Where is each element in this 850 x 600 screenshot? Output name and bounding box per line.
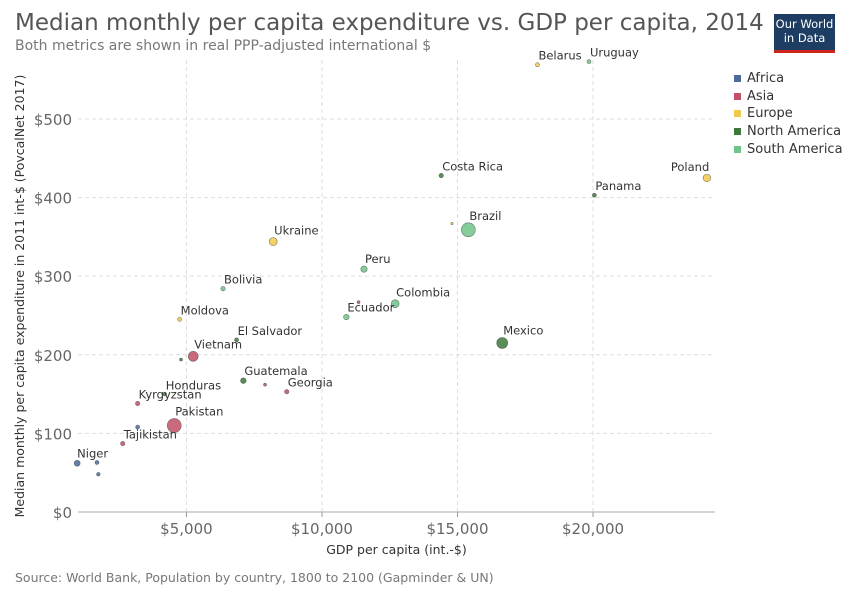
data-point [702,173,711,183]
data-point [268,237,278,246]
point-label: Belarus [538,49,581,63]
point-label: Kyrgyzstan [139,387,202,401]
x-tick-label: $10,000 [291,520,353,538]
legend-item[interactable]: Asia [734,88,843,106]
point-label: Tajikistan [123,427,177,441]
logo-line-1: Our World [775,17,834,31]
point-label: Ecuador [347,300,394,314]
point-label: Uruguay [590,46,639,60]
x-tick-label: $5,000 [160,520,213,538]
data-point [450,222,454,226]
y-tick-label: $0 [53,504,72,522]
point-label: Panama [595,179,641,193]
y-tick-label: $100 [34,425,72,443]
x-tick-label: $20,000 [562,520,624,538]
data-point [220,286,226,292]
data-point [234,337,239,343]
data-point [166,418,182,433]
point-label: Peru [365,252,391,266]
legend-item[interactable]: Africa [734,70,843,88]
data-point [461,222,476,238]
data-point [592,192,597,198]
x-tick-label: $15,000 [426,520,488,538]
data-point [94,460,100,465]
legend-swatch [734,92,741,100]
data-point [284,389,290,395]
y-axis-title: Median monthly per capita expenditure in… [12,75,27,518]
point-label: Pakistan [175,405,223,419]
y-tick-label: $400 [34,190,72,208]
logo-line-2: in Data [783,31,826,45]
owid-logo[interactable]: Our World in Data [774,14,835,53]
point-label: Vietnam [194,337,242,351]
data-point [135,401,141,407]
legend-label: Asia [747,88,775,104]
point-label: Costa Rica [442,159,503,173]
point-label: Mexico [503,323,543,337]
point-label: Ukraine [274,224,318,238]
y-tick-label: $200 [34,347,72,365]
chart-title: Median monthly per capita expenditure vs… [15,10,764,36]
point-label: Colombia [396,286,450,300]
legend-item[interactable]: Europe [734,105,843,123]
data-point [535,62,540,68]
data-point [356,300,361,304]
data-point [179,357,183,362]
data-point [360,265,368,273]
point-label: Niger [77,446,108,460]
data-point [496,337,509,349]
data-point [96,472,101,477]
legend-item[interactable]: North America [734,123,843,141]
legend-label: South America [747,141,843,157]
x-axis-title: GDP per capita (int.-$) [326,542,467,557]
data-point [135,424,140,430]
source-note: Source: World Bank, Population by countr… [15,570,494,585]
legend-swatch [734,128,741,136]
legend-label: Europe [747,106,793,122]
data-point [73,459,81,467]
point-label: Poland [671,160,709,174]
point-label: Bolivia [224,273,262,287]
legend-swatch [734,145,741,153]
data-point [390,299,400,308]
data-point [187,351,199,362]
data-point [120,441,126,447]
y-tick-label: $500 [34,111,72,129]
data-point [586,59,592,64]
data-point [162,391,167,397]
legend-label: Africa [747,71,785,87]
data-point [263,382,267,387]
point-label: Georgia [288,376,333,390]
legend-swatch [734,110,741,118]
point-label: El Salvador [238,324,303,338]
point-label: Honduras [166,378,221,392]
legend-swatch [734,75,741,83]
point-label: Brazil [469,209,501,223]
legend-label: North America [747,124,842,140]
y-tick-label: $300 [34,268,72,286]
point-label: Guatemala [244,364,307,378]
data-point [240,377,247,384]
chart-subtitle: Both metrics are shown in real PPP-adjus… [15,38,432,54]
point-label: Moldova [181,303,229,317]
data-point [343,313,350,321]
legend-item[interactable]: South America [734,140,843,158]
legend: Africa Asia Europe North America South Ameri… [734,70,843,158]
data-point [177,317,182,322]
data-point [438,173,444,179]
